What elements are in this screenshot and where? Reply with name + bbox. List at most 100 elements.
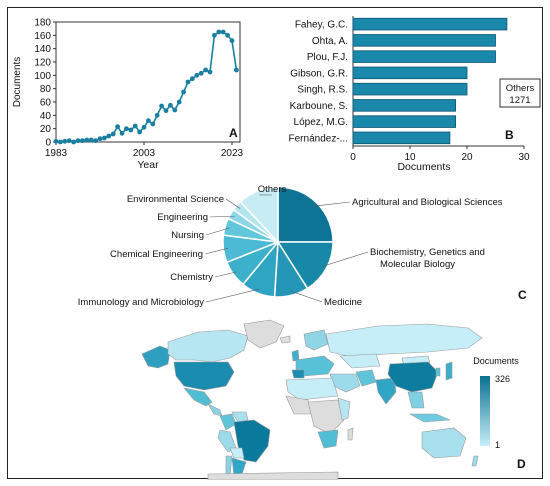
y-axis-label: Documents <box>12 57 23 108</box>
country-iceland <box>279 335 291 344</box>
panel-c-pie-chart: Agricultural and Biological Sciences Bioc… <box>78 184 503 308</box>
y-tick-label: 80 <box>40 84 52 95</box>
country-central-america <box>207 403 223 417</box>
panel-b-bar-chart: Fahey, G.C. Ohta, A. Plou, F.J. Gibson, G.R… <box>289 16 541 173</box>
country-chile <box>225 455 233 477</box>
legend-colorbar <box>480 376 490 446</box>
x-axis-label: Documents <box>397 161 450 173</box>
leader-line <box>209 215 235 218</box>
data-point <box>194 72 200 78</box>
data-point <box>212 32 217 38</box>
data-point <box>163 108 169 114</box>
bar <box>352 50 496 63</box>
country-scandinavia <box>303 329 329 351</box>
data-point <box>168 102 173 108</box>
y-tick-label: 60 <box>40 98 52 109</box>
panel-d-world-map: Documents 326 1 <box>141 319 519 480</box>
y-tick-label: 180 <box>34 18 51 29</box>
panel-a-label: A <box>229 126 238 140</box>
data-point <box>106 133 112 139</box>
data-point <box>203 67 209 73</box>
data-point <box>97 136 103 142</box>
data-point <box>172 107 178 113</box>
bar <box>352 66 468 80</box>
leader-line <box>205 227 230 236</box>
pie-slice <box>277 186 334 243</box>
x-tick-label: 10 <box>404 152 416 163</box>
data-point <box>225 32 231 38</box>
y-tick-label: 100 <box>34 71 51 82</box>
bar <box>352 82 468 96</box>
slice-label: Nursing <box>171 230 204 241</box>
data-point <box>132 123 138 129</box>
y-tick-label: 20 <box>40 124 52 135</box>
country-russia <box>325 323 483 357</box>
category-label: Singh, R.S. <box>297 85 348 96</box>
x-tick-label: 20 <box>461 152 473 163</box>
data-point <box>190 76 195 82</box>
x-tick-label: 30 <box>518 152 530 163</box>
leader-line <box>322 251 369 267</box>
x-tick-label: 0 <box>350 152 356 163</box>
data-point <box>150 121 156 127</box>
legend-max-label: 326 <box>495 374 510 384</box>
series-line <box>55 31 238 143</box>
country-antarctica <box>207 471 339 480</box>
others-box <box>499 78 541 108</box>
country-colombia <box>219 413 237 431</box>
country-venezuela <box>231 411 249 423</box>
leader-line <box>313 201 351 207</box>
y-tick-label: 160 <box>34 31 51 42</box>
country-bolivia <box>229 447 245 459</box>
data-point <box>207 69 213 75</box>
data-point <box>216 29 222 35</box>
slice-label: Chemical Engineering <box>110 249 203 260</box>
bar <box>352 34 496 47</box>
slice-label: Chemistry <box>170 272 213 283</box>
slice-label: Agricultural and Biological Sciences <box>352 197 503 208</box>
data-point <box>198 70 204 76</box>
x-axis-label: Year <box>137 159 159 171</box>
country-australia <box>421 427 467 459</box>
data-point <box>234 67 239 73</box>
bar <box>352 99 456 112</box>
data-point <box>58 139 63 145</box>
country-madagascar <box>347 427 354 441</box>
bar <box>352 115 456 128</box>
country-alaska <box>141 345 171 369</box>
category-label: Gibson, G.R. <box>290 68 348 79</box>
data-point <box>181 89 187 95</box>
data-point <box>146 118 151 124</box>
panel-c-label: C <box>518 288 527 302</box>
y-tick-label: 40 <box>40 111 52 122</box>
category-label: Fahey, G.C. <box>295 20 348 31</box>
country-indonesia <box>408 413 451 423</box>
slice-label: Engineering <box>157 212 208 223</box>
country-southeast-asia <box>407 391 425 409</box>
data-point <box>110 131 116 137</box>
country-uk <box>291 349 300 362</box>
data-point <box>93 138 98 144</box>
data-point <box>115 124 120 130</box>
panel-a-line-chart: 0 20 40 60 80 100 120 140 160 180 1983 2003 2023 Year… <box>12 18 244 172</box>
bar <box>352 131 451 145</box>
data-point <box>80 138 85 144</box>
x-tick-label: 2003 <box>133 148 156 159</box>
slice-label: Immunology and Microbiology <box>78 297 204 308</box>
slice-label: Medicine <box>324 297 362 308</box>
y-tick-label: 140 <box>34 44 51 55</box>
country-korea <box>435 367 441 377</box>
country-spain <box>291 369 305 379</box>
x-tick-label: 1983 <box>45 148 68 159</box>
data-point <box>176 99 182 105</box>
country-japan <box>445 361 453 381</box>
country-canada <box>167 329 249 363</box>
slice-label-line2: Molecular Biology <box>380 259 455 270</box>
country-usa <box>173 361 235 391</box>
data-point <box>141 124 147 130</box>
country-north-africa <box>285 377 339 401</box>
data-point <box>119 130 125 136</box>
pie-slice <box>276 241 334 290</box>
panel-b-label: B <box>505 128 514 142</box>
panel-d-label: D <box>517 457 526 471</box>
